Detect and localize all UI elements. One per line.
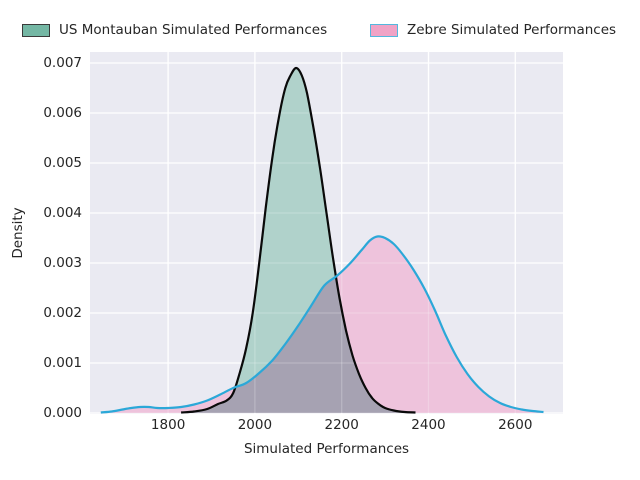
- plot-area: [90, 52, 563, 414]
- y-tick-label: 0.003: [43, 255, 82, 271]
- y-tick-label: 0.005: [43, 155, 82, 171]
- x-tick-label: 2400: [411, 417, 446, 433]
- y-tick-label: 0.001: [43, 355, 82, 371]
- y-axis-title: Density: [10, 207, 26, 259]
- legend: US Montauban Simulated Performances Zebr…: [0, 0, 640, 46]
- zebre-swatch-icon: [370, 24, 398, 37]
- legend-item-us-montauban: US Montauban Simulated Performances: [22, 22, 327, 39]
- kde-density-chart: [90, 52, 563, 414]
- y-tick-label: 0.007: [43, 55, 82, 71]
- legend-label-us-montauban: US Montauban Simulated Performances: [59, 22, 328, 38]
- y-tick-label: 0.004: [43, 205, 82, 221]
- x-tick-label: 2000: [237, 417, 273, 433]
- us-montauban-swatch-icon: [22, 24, 50, 37]
- x-tick-label: 1800: [150, 417, 186, 433]
- y-tick-label: 0.002: [43, 305, 82, 321]
- legend-label-zebre: Zebre Simulated Performances: [407, 22, 617, 38]
- y-tick-label: 0.006: [43, 105, 82, 121]
- x-tick-label: 2600: [498, 417, 533, 433]
- x-tick-label: 2200: [324, 417, 359, 433]
- y-tick-label: 0.000: [43, 405, 82, 421]
- x-axis-title: Simulated Performances: [243, 441, 410, 457]
- legend-item-zebre: Zebre Simulated Performances: [370, 22, 616, 39]
